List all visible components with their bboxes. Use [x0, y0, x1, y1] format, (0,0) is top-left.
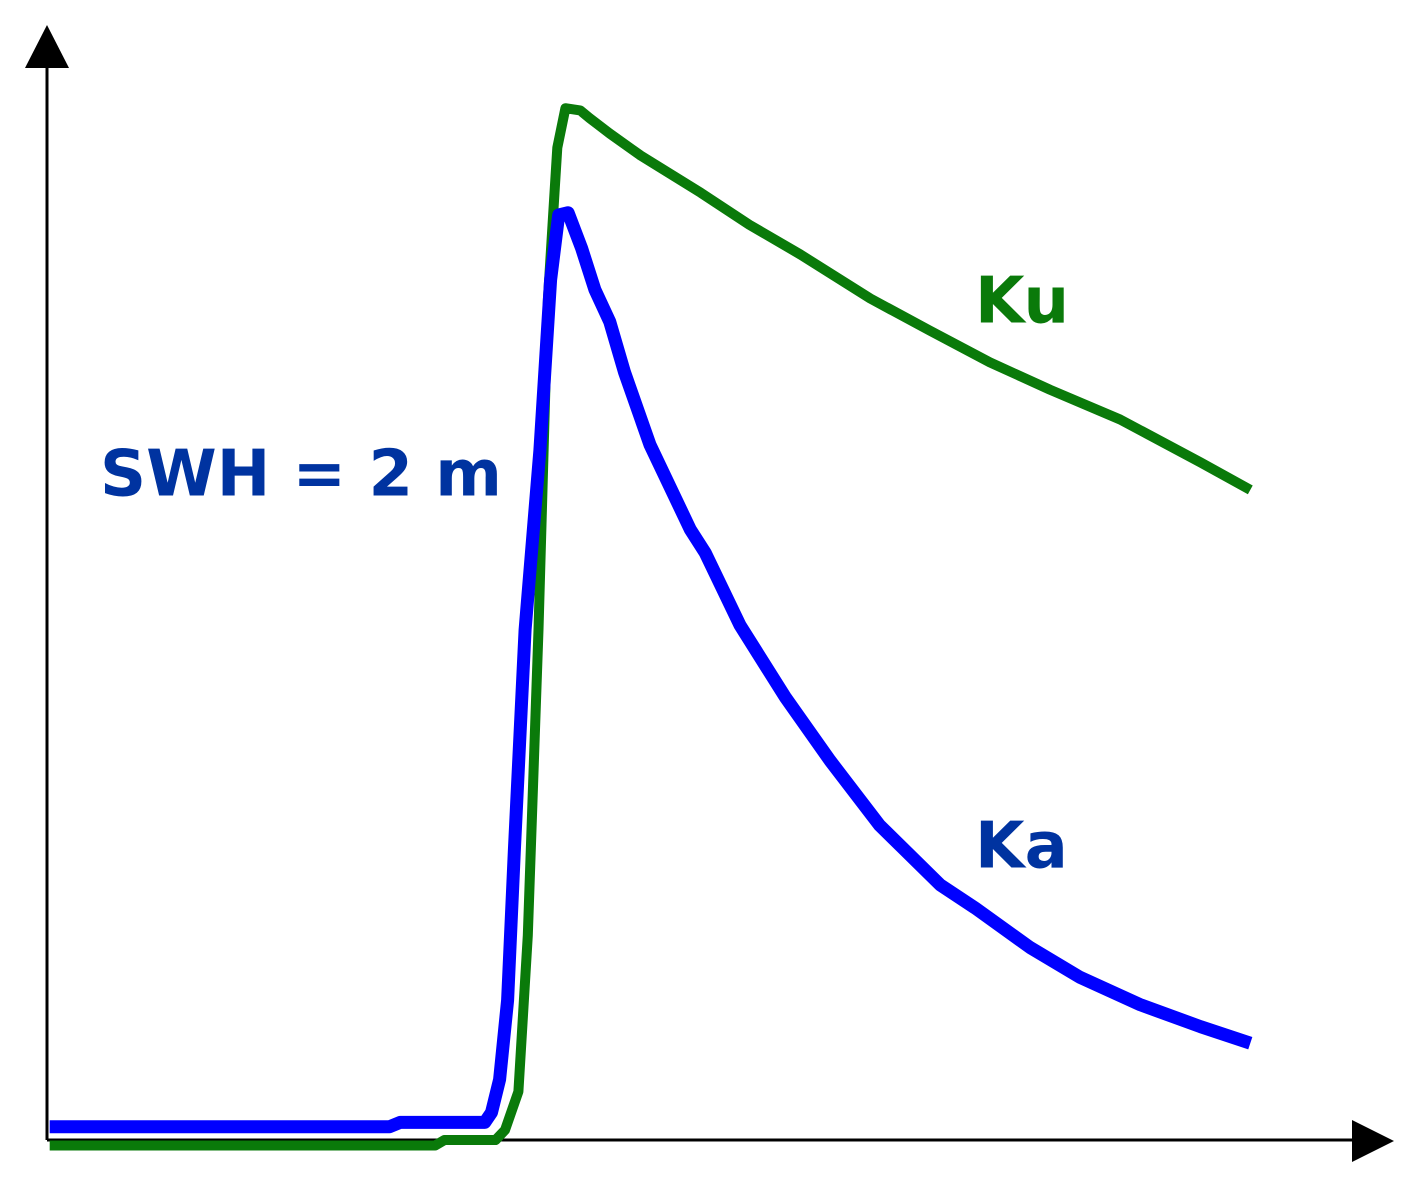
- y-axis-arrow: [25, 25, 69, 68]
- annotation: SWH = 2 m: [100, 438, 502, 512]
- series-label: Ka: [975, 810, 1068, 884]
- axes: [25, 25, 1394, 1162]
- x-axis-arrow: [1352, 1120, 1394, 1162]
- series-line: [49, 103, 1253, 1151]
- series-label: Ku: [975, 265, 1069, 339]
- series-line: [49, 206, 1253, 1134]
